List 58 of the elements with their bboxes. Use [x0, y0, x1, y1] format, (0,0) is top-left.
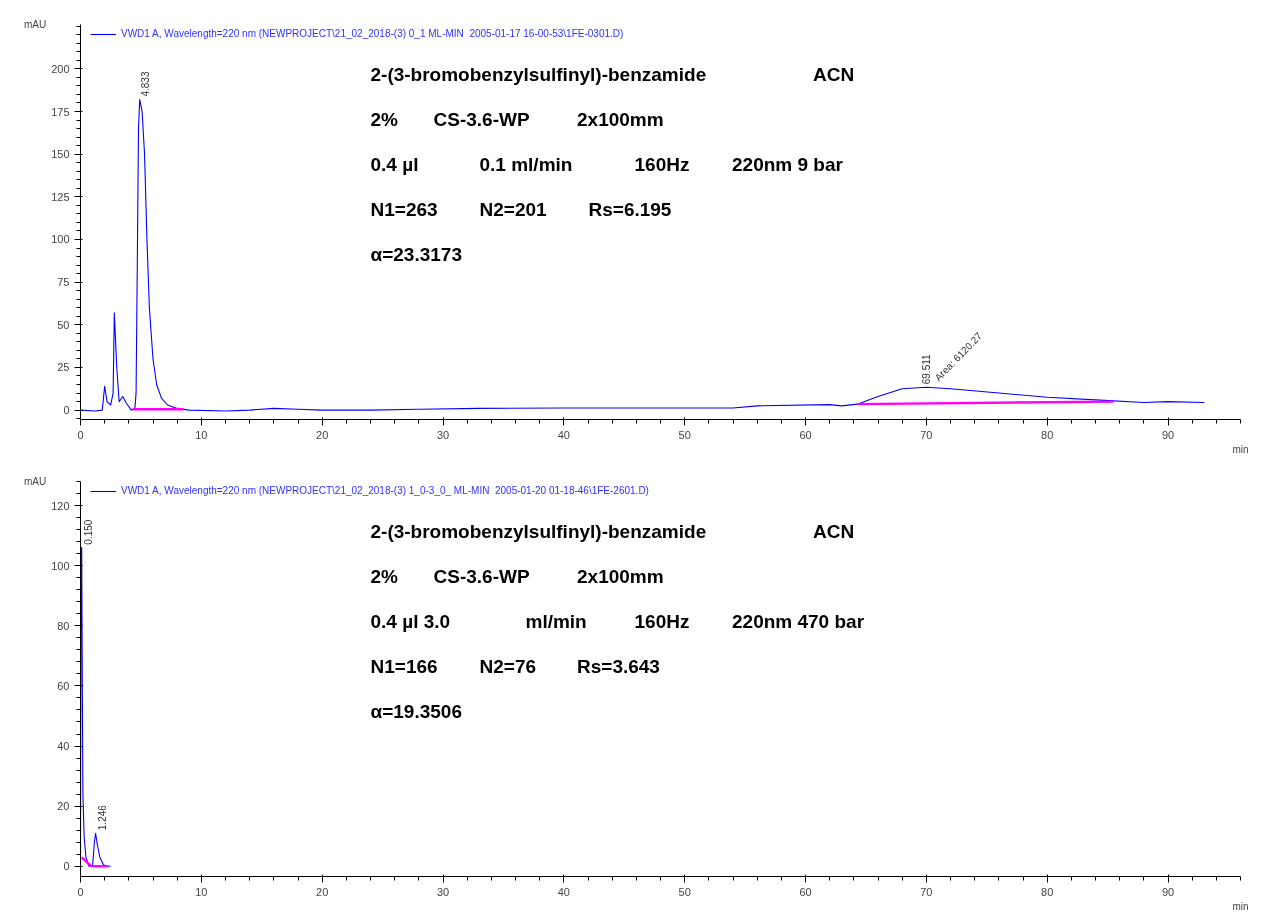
x-tick-label: 10 [195, 885, 208, 898]
legend-label: VWD1 A, Wavelength=220 nm (NEWPROJECT\21_02_2018-(3) 1_0-3_0_ ML-MIN 2005-01-20 01-18-46\1FE-2601.D) [121, 485, 649, 496]
annotation: 4.833 [139, 71, 151, 97]
line-series [80, 99, 1205, 412]
y-tick-label: 200 [51, 62, 70, 75]
x-tick-label: 90 [1161, 428, 1175, 441]
x-tick-label: 70 [920, 428, 933, 441]
x-tick-label: 50 [678, 885, 691, 898]
line-series [80, 547, 112, 867]
y-tick-label: 125 [51, 190, 70, 203]
text: 2% CS-3.6-WP 2x100mm [370, 565, 664, 587]
annotation: α=19.3506 [370, 700, 462, 722]
x-tick-label: 20 [316, 428, 329, 441]
x-tick-label: 30 [436, 428, 450, 441]
y-tick-label: 0 [63, 860, 70, 873]
legend-label: VWD1 A, Wavelength=220 nm (NEWPROJECT\21_02_2018-(3) 0_1 ML-MIN 2005-01-17 16-00-53\1FE-0301.D) [121, 28, 624, 39]
x-tick-label: 60 [799, 428, 812, 441]
x-tick-label: 70 [920, 885, 933, 898]
y-tick-label: 75 [57, 276, 70, 289]
x-axis-title: min [1232, 900, 1249, 912]
y-tick-label: 150 [51, 148, 70, 161]
annotation: α=23.3173 [370, 243, 462, 265]
x-tick-label: 80 [1041, 428, 1054, 441]
annotation: 69.511 [921, 353, 933, 385]
y-axis-title: mAU [23, 19, 47, 30]
y-tick-label: 100 [51, 233, 70, 246]
y-tick-label: 0 [63, 404, 70, 417]
text: 0.4 µl 3.0 ml/min 160Hz 220nm 470 bar [370, 610, 865, 632]
text: 2-(3-bromobenzylsulfinyl)-benzamide ACN [370, 63, 855, 85]
text: 2-(3-bromobenzylsulfinyl)-benzamide ACN [370, 520, 855, 542]
x-tick-label: 40 [557, 428, 570, 441]
text: 0.4 µl 0.1 ml/min 160Hz 220nm 9 bar [370, 153, 843, 175]
y-tick-label: 80 [57, 619, 70, 632]
annotation: 1.246 [96, 804, 108, 831]
text: 2% CS-3.6-WP 2x100mm [370, 108, 664, 130]
y-tick-label: 25 [57, 361, 70, 374]
x-tick-label: 40 [557, 885, 570, 898]
x-tick-label: 20 [316, 885, 329, 898]
annotation: 0.150 [83, 519, 95, 545]
x-tick-label: 80 [1041, 885, 1054, 898]
x-tick-label: 30 [436, 885, 450, 898]
y-tick-label: 175 [51, 105, 70, 118]
text: N1=166 N2=76 Rs=3.643 [370, 655, 660, 677]
y-tick-label: 20 [57, 800, 70, 813]
y-tick-label: 120 [51, 499, 70, 512]
x-tick-label: 50 [678, 428, 691, 441]
x-tick-label: 90 [1161, 885, 1175, 898]
x-axis-title: min [1232, 443, 1249, 455]
y-axis-title: mAU [23, 476, 47, 487]
text: N1=263 N2=201 Rs=6.195 [370, 198, 672, 220]
y-tick-label: 50 [57, 318, 70, 331]
x-tick-label: 60 [799, 885, 812, 898]
y-tick-label: 60 [57, 679, 70, 692]
x-tick-label: 0 [77, 428, 84, 441]
y-tick-label: 100 [51, 559, 70, 572]
x-tick-label: 0 [77, 885, 84, 898]
x-tick-label: 10 [195, 428, 208, 441]
y-tick-label: 40 [57, 740, 70, 753]
